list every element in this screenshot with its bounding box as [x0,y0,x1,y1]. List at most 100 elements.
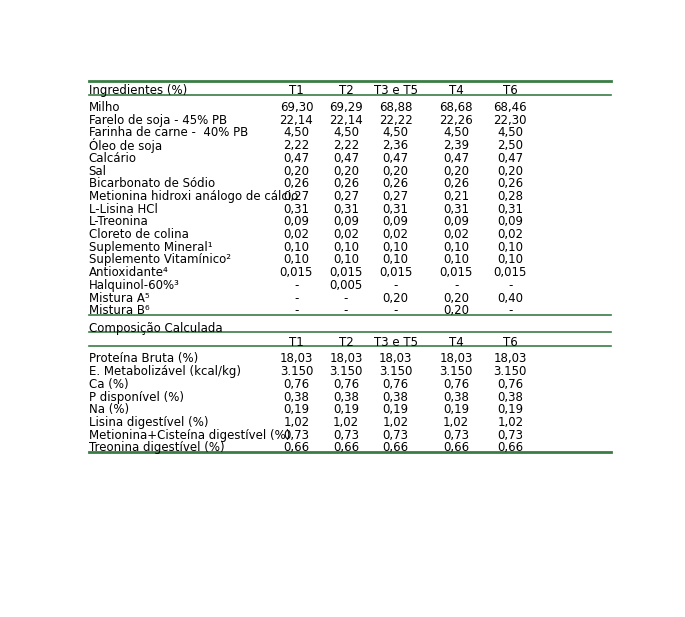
Text: 0,38: 0,38 [284,391,310,404]
Text: 22,26: 22,26 [439,114,473,126]
Text: T3 e T5: T3 e T5 [373,85,418,97]
Text: 0,73: 0,73 [443,429,469,442]
Text: T4: T4 [449,85,464,97]
Text: 2,36: 2,36 [382,139,409,152]
Text: Bicarbonato de Sódio: Bicarbonato de Sódio [89,177,215,190]
Text: 0,31: 0,31 [497,202,523,216]
Text: 0,02: 0,02 [443,228,469,241]
Text: 0,09: 0,09 [443,215,469,228]
Text: 2,22: 2,22 [284,139,310,152]
Text: 0,38: 0,38 [333,391,359,404]
Text: Suplemento Vitamínico²: Suplemento Vitamínico² [89,254,231,267]
Text: 0,20: 0,20 [383,292,409,305]
Text: E. Metabolizável (kcal/kg): E. Metabolizável (kcal/kg) [89,365,240,378]
Text: -: - [344,304,348,317]
Text: 0,66: 0,66 [497,441,523,454]
Text: 0,19: 0,19 [333,404,359,416]
Text: 0,66: 0,66 [382,441,409,454]
Text: 0,02: 0,02 [333,228,359,241]
Text: 3.150: 3.150 [494,365,527,378]
Text: Halquinol-60%³: Halquinol-60%³ [89,279,179,292]
Text: 0,38: 0,38 [443,391,469,404]
Text: 0,19: 0,19 [382,404,409,416]
Text: 0,26: 0,26 [284,177,310,190]
Text: 0,73: 0,73 [284,429,310,442]
Text: 0,20: 0,20 [383,165,409,178]
Text: 0,76: 0,76 [333,378,359,391]
Text: 0,26: 0,26 [333,177,359,190]
Text: 0,38: 0,38 [497,391,523,404]
Text: 3.150: 3.150 [279,365,313,378]
Text: 22,22: 22,22 [379,114,412,126]
Text: -: - [295,279,299,292]
Text: Óleo de soja: Óleo de soja [89,138,162,153]
Text: 0,10: 0,10 [284,241,310,254]
Text: Antioxidante⁴: Antioxidante⁴ [89,266,169,280]
Text: 1,02: 1,02 [497,416,523,429]
Text: Composição Calculada: Composição Calculada [89,322,223,335]
Text: 2,22: 2,22 [333,139,359,152]
Text: 0,09: 0,09 [333,215,359,228]
Text: -: - [295,304,299,317]
Text: 0,09: 0,09 [383,215,409,228]
Text: T1: T1 [289,85,304,97]
Text: 22,14: 22,14 [329,114,363,126]
Text: 0,015: 0,015 [329,266,363,280]
Text: 0,28: 0,28 [497,190,523,203]
Text: 0,19: 0,19 [284,404,310,416]
Text: T2: T2 [338,336,353,349]
Text: 0,02: 0,02 [284,228,310,241]
Text: T6: T6 [503,85,518,97]
Text: Sal: Sal [89,165,107,178]
Text: 0,27: 0,27 [333,190,359,203]
Text: T4: T4 [449,336,464,349]
Text: 0,31: 0,31 [383,202,409,216]
Text: 0,02: 0,02 [497,228,523,241]
Text: Metionina+Cisteína digestível (%): Metionina+Cisteína digestível (%) [89,429,290,442]
Text: 0,09: 0,09 [284,215,310,228]
Text: 0,20: 0,20 [443,292,469,305]
Text: 0,47: 0,47 [497,152,523,165]
Text: 0,31: 0,31 [333,202,359,216]
Text: 0,20: 0,20 [284,165,310,178]
Text: 0,47: 0,47 [443,152,469,165]
Text: 0,76: 0,76 [284,378,310,391]
Text: L-Treonina: L-Treonina [89,215,149,228]
Text: 3.150: 3.150 [379,365,412,378]
Text: 0,20: 0,20 [497,165,523,178]
Text: 1,02: 1,02 [443,416,469,429]
Text: -: - [295,292,299,305]
Text: Suplemento Mineral¹: Suplemento Mineral¹ [89,241,212,254]
Text: 0,47: 0,47 [382,152,409,165]
Text: 1,02: 1,02 [382,416,409,429]
Text: -: - [508,304,512,317]
Text: 18,03: 18,03 [439,352,473,365]
Text: 0,10: 0,10 [284,254,310,267]
Text: 0,27: 0,27 [284,190,310,203]
Text: T3 e T5: T3 e T5 [373,336,418,349]
Text: Mistura A⁵: Mistura A⁵ [89,292,149,305]
Text: 3.150: 3.150 [329,365,363,378]
Text: 4,50: 4,50 [383,126,409,139]
Text: 0,66: 0,66 [284,441,310,454]
Text: 0,27: 0,27 [382,190,409,203]
Text: 0,10: 0,10 [383,241,409,254]
Text: 0,26: 0,26 [443,177,469,190]
Text: 0,015: 0,015 [379,266,412,280]
Text: 0,20: 0,20 [443,304,469,317]
Text: -: - [393,304,398,317]
Text: 0,21: 0,21 [443,190,469,203]
Text: 18,03: 18,03 [494,352,527,365]
Text: Farelo de soja - 45% PB: Farelo de soja - 45% PB [89,114,227,126]
Text: 0,73: 0,73 [497,429,523,442]
Text: 0,19: 0,19 [497,404,523,416]
Text: 0,19: 0,19 [443,404,469,416]
Text: -: - [393,279,398,292]
Text: Proteína Bruta (%): Proteína Bruta (%) [89,352,198,365]
Text: 0,40: 0,40 [497,292,523,305]
Text: 0,02: 0,02 [383,228,409,241]
Text: 0,26: 0,26 [497,177,523,190]
Text: T1: T1 [289,336,304,349]
Text: Ingredientes (%): Ingredientes (%) [89,85,187,97]
Text: 0,76: 0,76 [497,378,523,391]
